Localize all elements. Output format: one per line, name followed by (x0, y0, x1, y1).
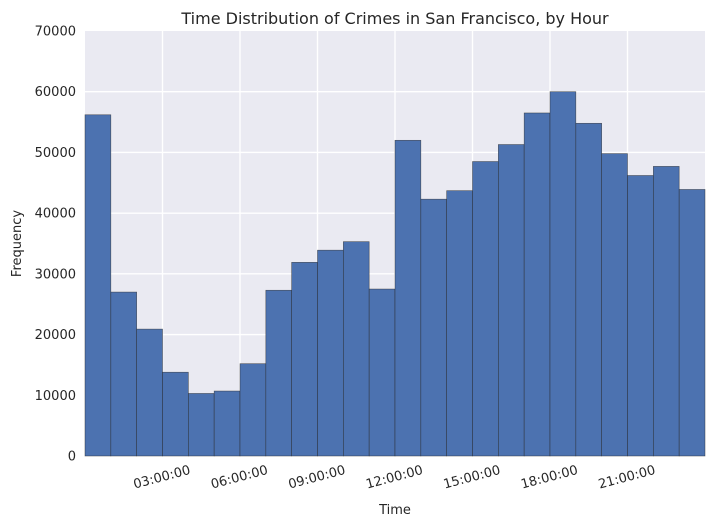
histogram-bar (136, 328, 163, 457)
bars (84, 91, 706, 457)
y-tick-label: 20000 (35, 328, 76, 343)
histogram-bar (213, 390, 241, 457)
x-tick-label: 12:00:00 (364, 463, 424, 493)
y-axis-ticks: 0 10000 20000 30000 40000 50000 60000 70000 (35, 25, 76, 465)
histogram-bar (653, 166, 680, 457)
histogram-bar (317, 249, 344, 457)
y-tick-label: 50000 (35, 146, 76, 161)
histogram-bar (84, 114, 112, 457)
x-axis-label: Time (378, 503, 411, 518)
x-tick-label: 03:00:00 (132, 463, 192, 493)
y-tick-label: 10000 (35, 389, 76, 404)
histogram-bar (162, 371, 189, 457)
y-tick-label: 40000 (35, 207, 76, 222)
histogram-bar (239, 363, 267, 457)
histogram-bar (549, 91, 577, 457)
histogram-bar (627, 175, 654, 457)
histogram-bar (265, 289, 292, 457)
histogram-bar (368, 288, 396, 457)
y-tick-label: 30000 (35, 267, 76, 282)
histogram-bar (446, 190, 473, 457)
histogram-bar (188, 393, 215, 457)
y-tick-label: 60000 (35, 85, 76, 100)
histogram-bar (601, 153, 628, 457)
histogram-bar (472, 161, 499, 457)
chart-title: Time Distribution of Crimes in San Franc… (180, 9, 609, 28)
x-axis-ticks: 03:00:00 06:00:00 09:00:00 12:00:00 15:00:00… (132, 463, 657, 493)
y-tick-label: 0 (68, 450, 76, 465)
histogram-bar (523, 112, 551, 457)
x-tick-label: 21:00:00 (597, 463, 657, 493)
histogram-bar (575, 122, 602, 457)
histogram-bar (498, 144, 525, 457)
x-tick-label: 09:00:00 (287, 463, 347, 493)
histogram-bar (394, 139, 422, 457)
histogram-bar (291, 262, 318, 457)
histogram-bar (678, 189, 706, 457)
histogram-bar (110, 291, 137, 457)
y-axis-label: Frequency (10, 210, 25, 277)
x-tick-label: 18:00:00 (519, 463, 579, 493)
y-tick-label: 70000 (35, 25, 76, 40)
x-tick-label: 06:00:00 (209, 463, 269, 493)
histogram-bar (420, 198, 447, 457)
x-tick-label: 15:00:00 (442, 463, 502, 493)
histogram-bar (343, 241, 370, 457)
